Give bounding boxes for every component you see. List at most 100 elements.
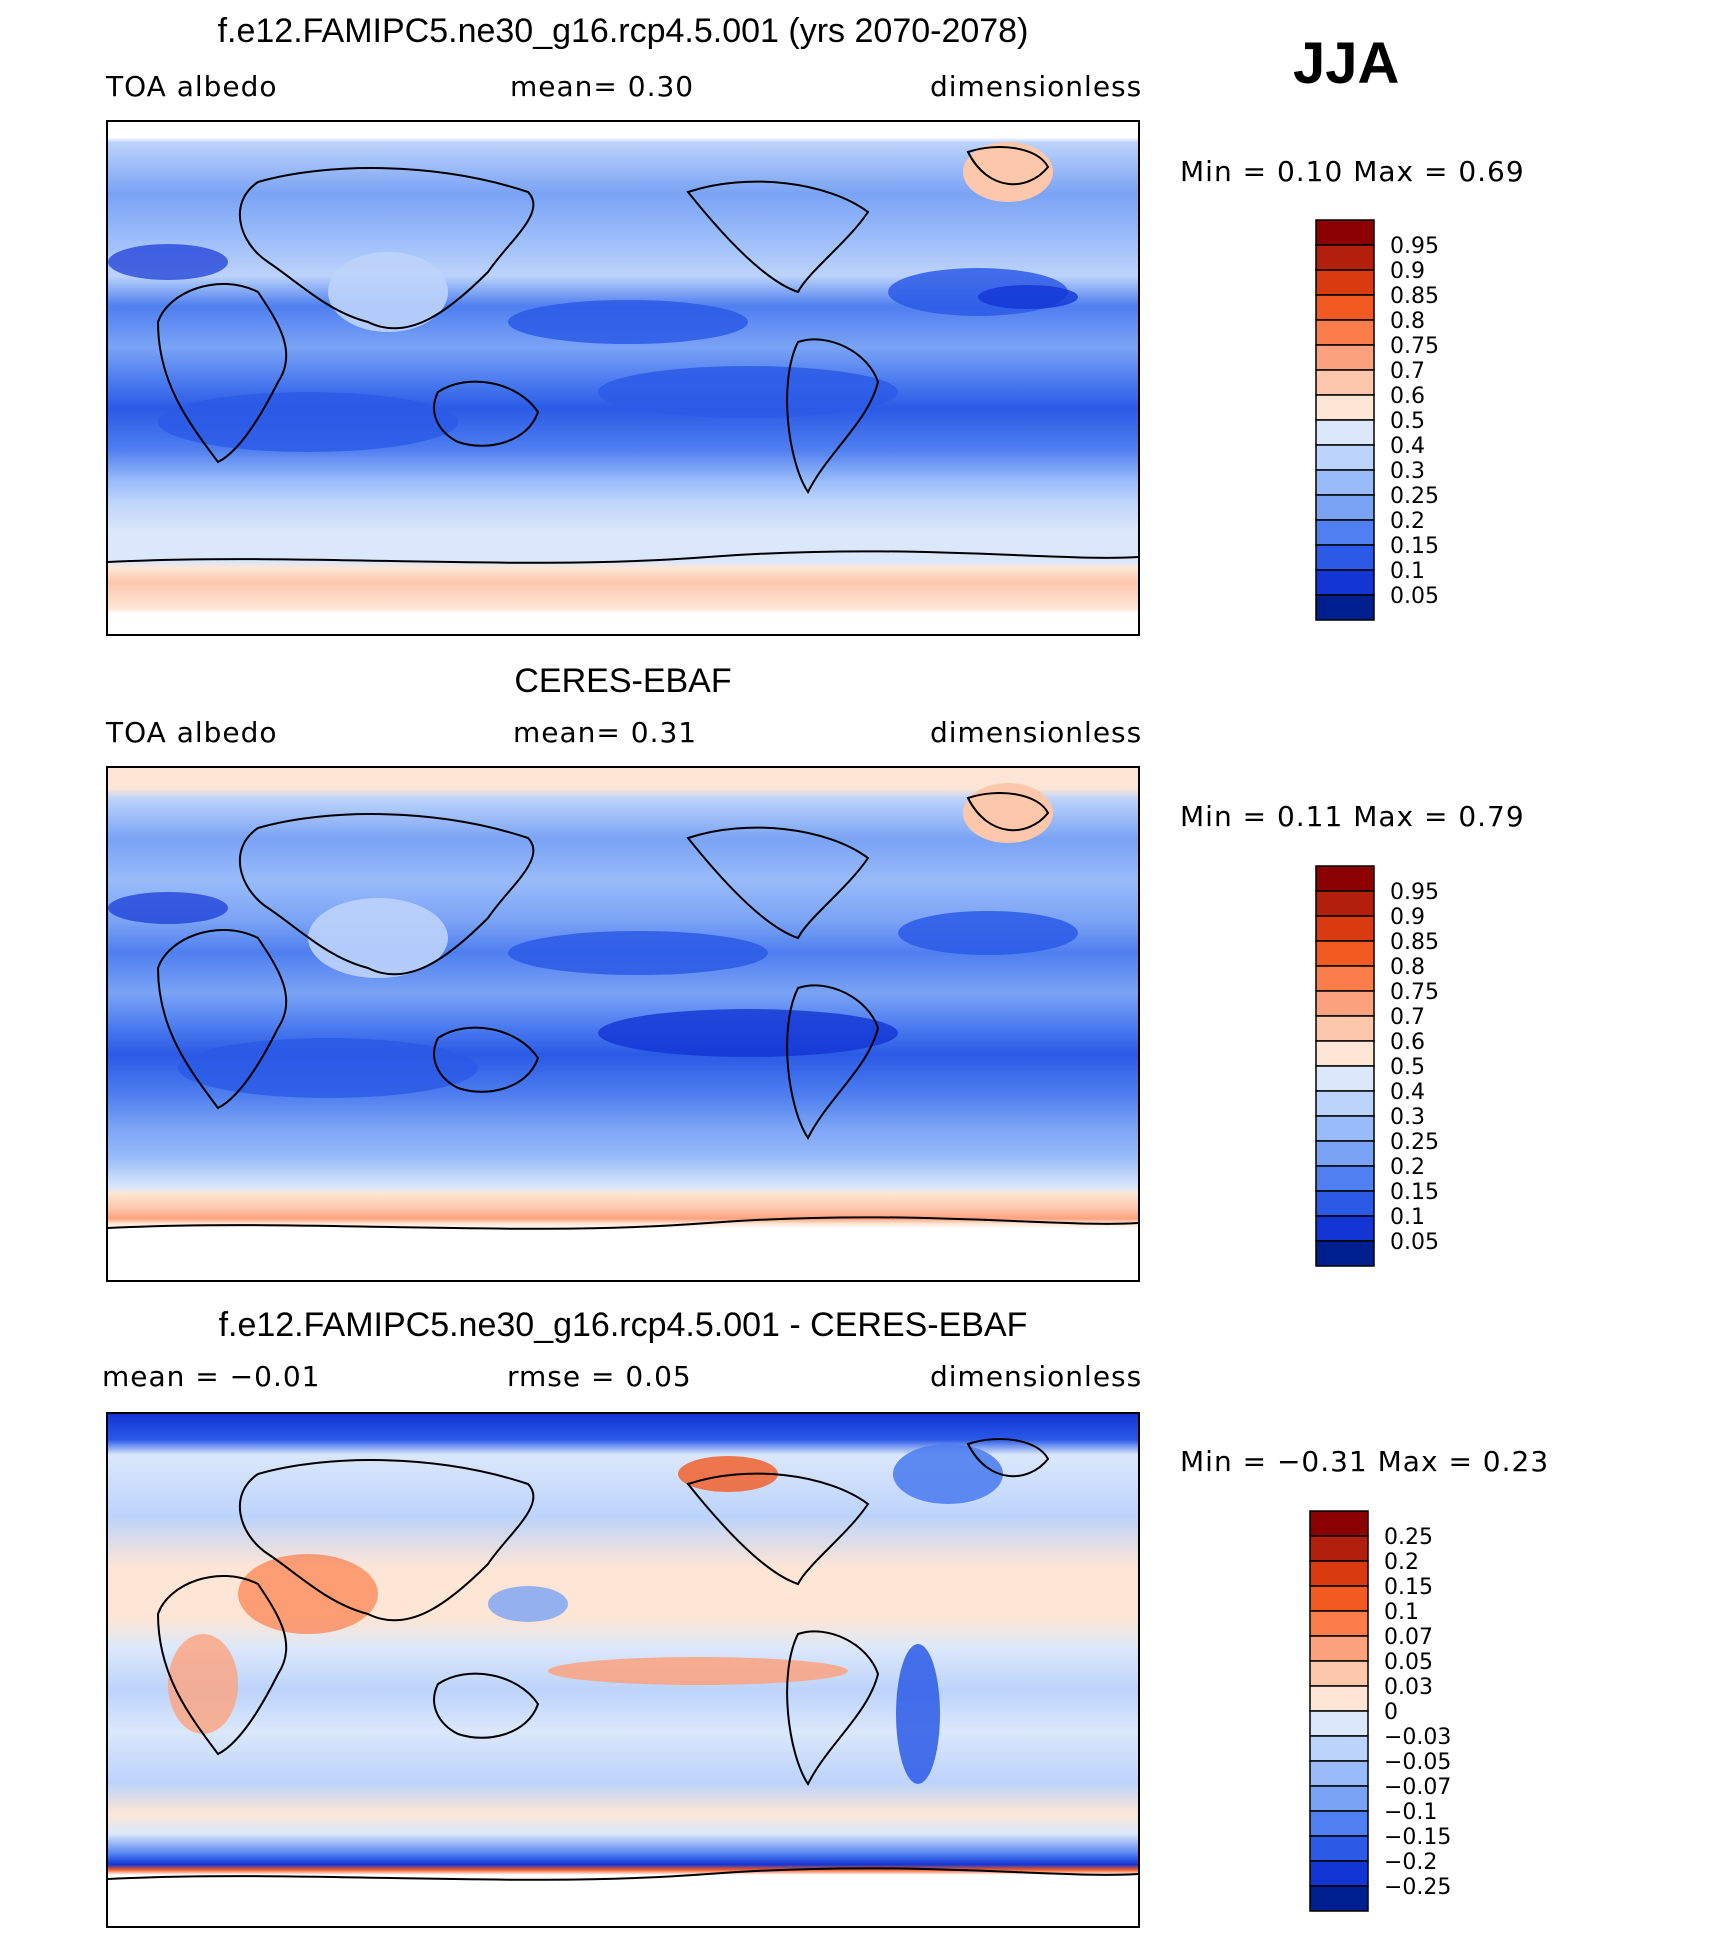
- colorbar-swatch: [1315, 1215, 1375, 1242]
- panel3-units: dimensionless: [930, 1360, 1143, 1393]
- colorbar-tick-label: 0.15: [1384, 1575, 1433, 1600]
- colorbar-swatch: [1315, 1240, 1375, 1267]
- colorbar-swatch: [1309, 1585, 1369, 1612]
- colorbar-tick-label: 0.6: [1390, 1030, 1425, 1055]
- colorbar-tick-label: 0.9: [1390, 905, 1425, 930]
- colorbar-swatch: [1315, 1065, 1375, 1092]
- colorbar-swatch: [1315, 990, 1375, 1017]
- colorbar-swatch: [1315, 1015, 1375, 1042]
- panel2-minmax: Min = 0.11 Max = 0.79: [1180, 800, 1525, 833]
- colorbar-swatch: [1309, 1860, 1369, 1887]
- colorbar-swatch: [1315, 569, 1375, 596]
- colorbar-swatch: [1315, 469, 1375, 496]
- colorbar-tick-label: 0.15: [1390, 534, 1439, 559]
- colorbar-swatch: [1315, 1165, 1375, 1192]
- colorbar-tick-label: 0.9: [1390, 259, 1425, 284]
- colorbar-swatch: [1315, 294, 1375, 321]
- colorbar-swatch: [1315, 519, 1375, 546]
- colorbar-swatch: [1315, 965, 1375, 992]
- panel2-colorbar: 0.95 0.9 0.85 0.8 0.75 0.7 0.6 0.5 0.4 0.3 0.25 0.2…: [1315, 865, 1476, 1276]
- colorbar-tick-label: 0.1: [1384, 1600, 1419, 1625]
- panel2-variable: TOA albedo: [106, 716, 278, 749]
- season-label: JJA: [1293, 31, 1400, 96]
- panel1-units: dimensionless: [930, 70, 1143, 103]
- colorbar-swatch: [1315, 444, 1375, 471]
- colorbar-tick-label: 0.4: [1390, 434, 1425, 459]
- colorbar-tick-label: 0.25: [1390, 484, 1439, 509]
- colorbar-tick-label: 0.2: [1384, 1550, 1419, 1575]
- colorbar-swatch: [1309, 1535, 1369, 1562]
- colorbar-tick-label: 0.2: [1390, 1155, 1425, 1180]
- panel3-rmse: rmse = 0.05: [507, 1360, 692, 1393]
- colorbar-swatch: [1315, 1040, 1375, 1067]
- colorbar-swatch: [1309, 1885, 1369, 1912]
- colorbar-swatch: [1315, 244, 1375, 271]
- colorbar-swatch: [1309, 1685, 1369, 1712]
- colorbar-tick-label: 0.15: [1390, 1180, 1439, 1205]
- colorbar-swatch: [1309, 1660, 1369, 1687]
- colorbar-tick-label: 0.95: [1390, 234, 1439, 259]
- colorbar-tick-label: 0.05: [1390, 1230, 1439, 1255]
- colorbar-tick-label: −0.25: [1384, 1875, 1451, 1900]
- colorbar-tick-label: 0.3: [1390, 1105, 1425, 1130]
- colorbar-swatch: [1309, 1610, 1369, 1637]
- panel2-title: CERES-EBAF: [514, 662, 732, 700]
- colorbar-swatch: [1315, 494, 1375, 521]
- panel2-units: dimensionless: [930, 716, 1143, 749]
- colorbar-tick-label: 0.8: [1390, 955, 1425, 980]
- colorbar-swatch: [1315, 1090, 1375, 1117]
- colorbar-tick-label: 0.7: [1390, 359, 1425, 384]
- colorbar-tick-label: 0.1: [1390, 559, 1425, 584]
- colorbar-tick-label: 0.03: [1384, 1675, 1433, 1700]
- colorbar-tick-label: 0.85: [1390, 284, 1439, 309]
- colorbar-tick-label: 0: [1384, 1700, 1398, 1725]
- colorbar-tick-label: 0.75: [1390, 334, 1439, 359]
- colorbar-tick-label: 0.75: [1390, 980, 1439, 1005]
- colorbar-tick-label: 0.95: [1390, 880, 1439, 905]
- colorbar-tick-label: −0.2: [1384, 1850, 1437, 1875]
- colorbar-swatch: [1309, 1560, 1369, 1587]
- colorbar-tick-label: 0.4: [1390, 1080, 1425, 1105]
- panel3-map: [106, 1412, 1140, 1928]
- colorbar-tick-label: 0.2: [1390, 509, 1425, 534]
- panel3-mean: mean = −0.01: [102, 1360, 321, 1393]
- colorbar-swatch: [1315, 865, 1375, 892]
- colorbar-swatch: [1315, 419, 1375, 446]
- colorbar-swatch: [1309, 1810, 1369, 1837]
- colorbar-tick-label: −0.15: [1384, 1825, 1451, 1850]
- panel1-map: [106, 120, 1140, 636]
- colorbar-tick-label: −0.1: [1384, 1800, 1437, 1825]
- panel1-title: f.e12.FAMIPC5.ne30_g16.rcp4.5.001 (yrs 2…: [217, 12, 1029, 50]
- colorbar-tick-label: −0.05: [1384, 1750, 1451, 1775]
- colorbar-swatch: [1315, 1190, 1375, 1217]
- colorbar-swatch: [1315, 940, 1375, 967]
- colorbar-swatch: [1309, 1835, 1369, 1862]
- panel2-mean: mean= 0.31: [513, 716, 698, 749]
- colorbar-tick-label: 0.25: [1390, 1130, 1439, 1155]
- colorbar-swatch: [1309, 1785, 1369, 1812]
- colorbar-swatch: [1315, 269, 1375, 296]
- panel3-colorbar: 0.25 0.2 0.15 0.1 0.07 0.05 0.03 0 −0.03 −0.05 −0.…: [1309, 1510, 1470, 1921]
- colorbar-swatch: [1309, 1510, 1369, 1537]
- colorbar-tick-label: 0.5: [1390, 409, 1425, 434]
- colorbar-tick-label: −0.03: [1384, 1725, 1451, 1750]
- colorbar-swatch: [1309, 1635, 1369, 1662]
- colorbar-swatch: [1309, 1760, 1369, 1787]
- colorbar-tick-label: 0.1: [1390, 1205, 1425, 1230]
- panel1-variable: TOA albedo: [106, 70, 278, 103]
- colorbar-tick-label: 0.6: [1390, 384, 1425, 409]
- colorbar-tick-label: 0.8: [1390, 309, 1425, 334]
- colorbar-swatch: [1315, 544, 1375, 571]
- colorbar-swatch: [1315, 890, 1375, 917]
- colorbar-swatch: [1315, 594, 1375, 621]
- colorbar-swatch: [1315, 344, 1375, 371]
- colorbar-swatch: [1315, 369, 1375, 396]
- panel2-map: [106, 766, 1140, 1282]
- colorbar-tick-label: 0.3: [1390, 459, 1425, 484]
- colorbar-tick-label: 0.05: [1390, 584, 1439, 609]
- colorbar-tick-label: 0.85: [1390, 930, 1439, 955]
- colorbar-tick-label: 0.05: [1384, 1650, 1433, 1675]
- colorbar-tick-label: 0.07: [1384, 1625, 1433, 1650]
- colorbar-tick-label: 0.25: [1384, 1525, 1433, 1550]
- colorbar-swatch: [1315, 1115, 1375, 1142]
